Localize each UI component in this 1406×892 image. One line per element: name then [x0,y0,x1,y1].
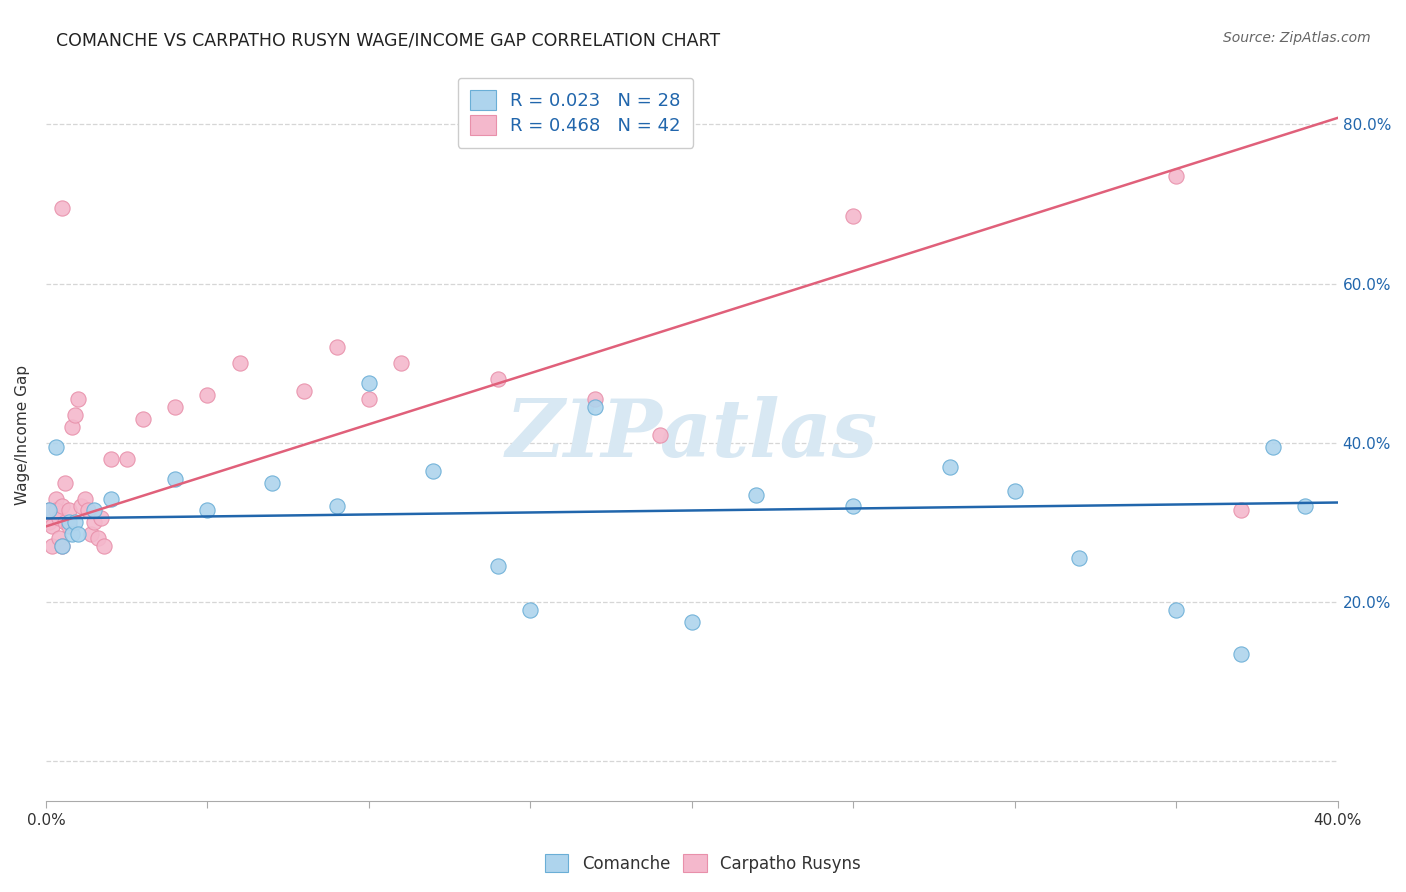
Point [486,559,509,574]
Point [325,500,347,514]
Point [73,491,96,506]
Point [93,539,115,553]
Point [80,527,103,541]
Point [83,503,105,517]
Point [115,451,138,466]
Point [165,472,187,486]
Point [45,503,67,517]
Point [260,475,283,490]
Point [939,459,962,474]
Point [53,475,76,490]
Point [58,503,80,517]
Point [583,400,606,414]
Point [842,209,865,223]
Point [60,527,83,541]
Point [519,603,541,617]
Point [1229,647,1251,661]
Point [63,516,86,530]
Point [357,392,380,406]
Point [83,516,105,530]
Point [486,372,509,386]
Point [325,340,347,354]
Point [48,532,70,546]
Point [48,511,70,525]
Point [63,408,86,422]
Point [70,500,93,514]
Point [1294,500,1316,514]
Point [197,388,219,402]
Point [100,451,122,466]
Point [648,427,671,442]
Y-axis label: Wage/Income Gap: Wage/Income Gap [15,365,30,505]
Point [58,519,80,533]
Legend: R = 0.023   N = 28, R = 0.468   N = 42: R = 0.023 N = 28, R = 0.468 N = 42 [458,78,693,148]
Point [38,503,60,517]
Point [422,464,444,478]
Point [357,376,380,390]
Point [1166,169,1188,183]
Point [51,539,73,553]
Point [228,356,250,370]
Point [45,440,67,454]
Point [583,392,606,406]
Point [197,503,219,517]
Text: COMANCHE VS CARPATHO RUSYN WAGE/INCOME GAP CORRELATION CHART: COMANCHE VS CARPATHO RUSYN WAGE/INCOME G… [56,31,720,49]
Point [67,392,90,406]
Point [842,500,865,514]
Point [165,400,187,414]
Point [38,503,60,517]
Point [389,356,412,370]
Point [51,539,73,553]
Point [51,201,73,215]
Point [60,420,83,434]
Point [1261,440,1284,454]
Point [132,412,155,426]
Point [90,511,112,525]
Point [41,519,63,533]
Text: ZIPatlas: ZIPatlas [506,396,877,474]
Point [67,527,90,541]
Point [1229,503,1251,517]
Point [45,491,67,506]
Point [58,516,80,530]
Point [38,516,60,530]
Point [681,615,703,629]
Point [51,500,73,514]
Point [1166,603,1188,617]
Point [86,532,108,546]
Point [292,384,315,398]
Point [53,516,76,530]
Point [77,503,100,517]
Point [100,491,122,506]
Point [1069,551,1091,566]
Legend: Comanche, Carpatho Rusyns: Comanche, Carpatho Rusyns [538,847,868,880]
Point [745,487,768,501]
Point [41,539,63,553]
Point [1004,483,1026,498]
Text: Source: ZipAtlas.com: Source: ZipAtlas.com [1223,31,1371,45]
